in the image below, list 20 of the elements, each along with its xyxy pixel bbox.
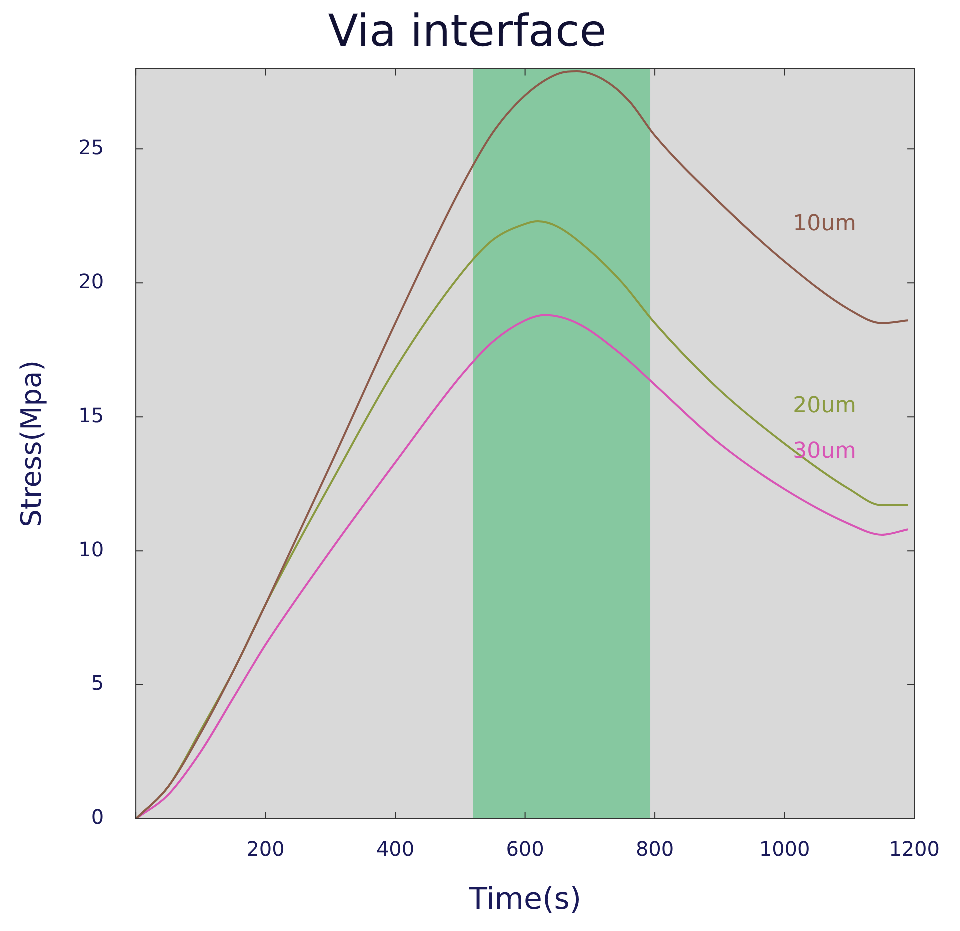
chart-title: Via interface: [328, 6, 607, 57]
x-axis-title: Time(s): [468, 882, 582, 917]
series-label: 10um: [793, 211, 856, 236]
y-tick-label: 10: [78, 537, 104, 562]
y-tick-label: 15: [78, 403, 104, 428]
x-tick-label: 1000: [759, 837, 810, 862]
series-label: 30um: [793, 439, 856, 464]
y-axis-title: Stress(Mpa): [15, 360, 48, 528]
line-series: [136, 314, 910, 819]
series-label: 20um: [793, 394, 856, 419]
x-tick-label: 1200: [889, 837, 940, 862]
y-tick-label: 20: [78, 269, 104, 294]
x-tick-label: 200: [246, 837, 285, 862]
line-series: [136, 70, 910, 819]
x-tick-label: 600: [506, 837, 544, 862]
y-tick-label: 25: [78, 135, 104, 160]
x-tick-label: 400: [376, 837, 415, 862]
x-tick-label: 800: [636, 837, 674, 862]
y-tick-label: 0: [91, 805, 104, 830]
y-tick-label: 5: [91, 671, 104, 696]
